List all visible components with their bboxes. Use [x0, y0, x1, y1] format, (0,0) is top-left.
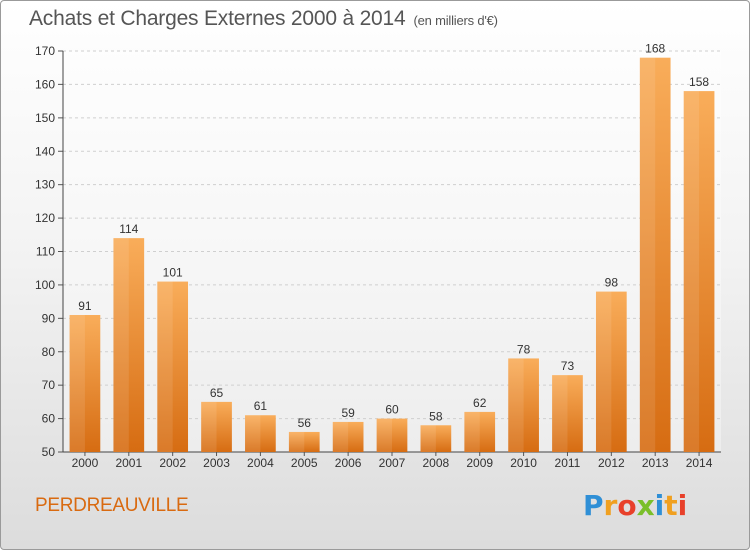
bar-highlight: [113, 238, 129, 452]
bar: [464, 411, 496, 452]
y-tick-label: 90: [42, 311, 56, 325]
x-tick-label: 2013: [642, 456, 669, 470]
bar: [157, 281, 189, 452]
y-tick-label: 70: [42, 378, 56, 392]
bar: [420, 425, 452, 452]
data-label: 61: [254, 399, 268, 413]
bar: [288, 431, 320, 452]
x-tick-label: 2010: [510, 456, 537, 470]
bar: [552, 375, 583, 452]
bar: [113, 238, 145, 452]
bar: [245, 415, 276, 452]
data-label: 98: [605, 276, 619, 290]
bar-highlight: [639, 57, 656, 452]
bar-highlight: [595, 291, 612, 452]
logo-letter: i: [677, 489, 688, 522]
x-tick-label: 2011: [555, 456, 581, 470]
x-tick-label: 2007: [379, 456, 406, 470]
y-tick-label: 130: [35, 178, 55, 192]
x-tick-label: 2003: [203, 456, 230, 470]
bar-highlight: [464, 411, 480, 452]
data-label: 65: [210, 386, 224, 400]
bar-highlight: [288, 431, 305, 452]
y-tick-label: 120: [35, 211, 55, 225]
x-tick-label: 2008: [423, 456, 450, 470]
x-tick-label: 2012: [598, 456, 625, 470]
logo-letter: r: [603, 489, 618, 522]
logo-letter: x: [636, 489, 655, 522]
x-tick-label: 2000: [72, 456, 99, 470]
data-label: 91: [78, 299, 92, 313]
y-tick-label: 140: [35, 144, 55, 158]
bar: [332, 421, 364, 452]
x-tick-label: 2009: [466, 456, 493, 470]
data-label: 73: [561, 359, 575, 373]
bar-highlight: [332, 421, 349, 452]
chart-unit: (en milliers d'€): [413, 13, 498, 28]
chart-title-text: Achats et Charges Externes 2000 à 2014: [29, 7, 406, 30]
y-tick-label: 60: [42, 412, 56, 426]
logo-letter: i: [654, 489, 665, 522]
y-tick-label: 50: [42, 445, 56, 459]
bar: [595, 291, 627, 452]
data-label: 60: [385, 403, 399, 417]
bar: [201, 401, 232, 452]
x-tick-label: 2006: [335, 456, 362, 470]
data-label: 58: [429, 409, 443, 423]
bar: [683, 91, 715, 452]
x-tick-label: 2005: [291, 456, 318, 470]
bar-highlight: [508, 358, 524, 452]
data-label: 158: [689, 75, 709, 89]
data-label: 56: [298, 416, 312, 430]
y-tick-label: 100: [35, 278, 55, 292]
logo-letter: t: [664, 489, 678, 522]
y-tick-label: 150: [35, 111, 55, 125]
y-tick-label: 170: [35, 44, 55, 58]
bar-highlight: [552, 375, 568, 452]
data-label: 114: [119, 222, 138, 236]
bar-highlight: [420, 425, 436, 452]
x-tick-label: 2001: [115, 456, 142, 470]
data-label: 62: [473, 396, 487, 410]
bar-highlight: [376, 418, 392, 452]
logo-letter: o: [617, 489, 637, 522]
y-tick-label: 110: [36, 245, 55, 259]
data-label: 168: [645, 42, 665, 56]
data-label: 78: [517, 342, 531, 356]
x-tick-label: 2002: [159, 456, 186, 470]
y-tick-label: 160: [35, 77, 55, 91]
bar-highlight: [69, 314, 85, 452]
x-tick-label: 2014: [686, 456, 713, 470]
proxiti-logo[interactable]: Proxiti: [583, 489, 687, 522]
y-tick-label: 80: [42, 345, 56, 359]
commune-name: PERDREAUVILLE: [35, 495, 189, 516]
bar-highlight: [157, 281, 173, 452]
bar: [376, 418, 408, 452]
data-label: 59: [341, 406, 355, 420]
logo-letter: P: [583, 489, 604, 522]
chart-title: Achats et Charges Externes 2000 à 2014 (e…: [29, 7, 498, 31]
bar: [69, 314, 101, 452]
data-label: 101: [163, 266, 183, 280]
bar: [639, 57, 671, 452]
x-tick-label: 2004: [247, 456, 274, 470]
bar: [508, 358, 539, 452]
bar-highlight: [245, 415, 261, 452]
bar-highlight: [683, 91, 700, 452]
bar-highlight: [201, 401, 217, 452]
